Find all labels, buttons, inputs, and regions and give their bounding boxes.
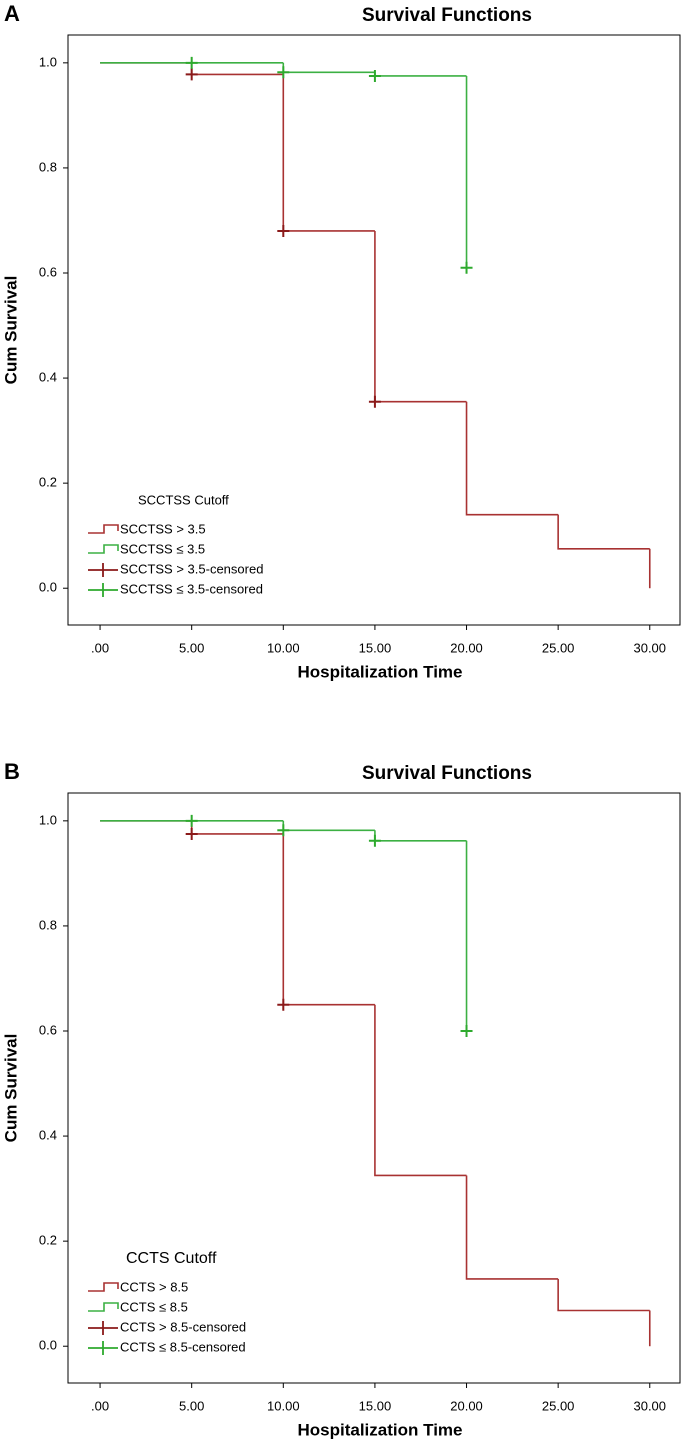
censor-mark: [185, 68, 198, 81]
censor-mark: [460, 261, 473, 274]
legend: SCCTSS Cutoff SCCTSS > 3.5 SCCTSS ≤ 3.5 SCC…: [88, 492, 263, 597]
survival-step: [374, 72, 467, 77]
survival-step: [374, 1004, 467, 1177]
y-tick-label: 0.0: [39, 580, 57, 595]
legend-label: SCCTSS > 3.5-censored: [120, 561, 263, 576]
x-tick-label: 20.00: [450, 640, 483, 655]
x-tick-label: .00: [91, 1398, 109, 1413]
y-tick-label: 0.6: [39, 264, 57, 279]
x-tick-label: 5.00: [179, 1398, 204, 1413]
legend-title: CCTS Cutoff: [126, 1250, 217, 1267]
legend-symbol: [88, 563, 118, 577]
legend-title: SCCTSS Cutoff: [138, 492, 229, 507]
y-tick-label: 1.0: [39, 54, 57, 69]
survival-step: [282, 62, 375, 74]
legend-label: CCTS > 8.5: [120, 1279, 188, 1294]
x-tick-label: 25.00: [542, 1398, 575, 1413]
chart-panel: B Survival Functions .00 5.00 10.00 15.00 20.0…: [1, 759, 681, 1439]
x-tick-label: 20.00: [450, 1398, 483, 1413]
censor-mark: [277, 824, 290, 837]
legend: CCTS Cutoff CCTS > 8.5 CCTS ≤ 8.5 CCTS > 8.…: [88, 1250, 246, 1355]
x-axis-title: Hospitalization Time: [298, 662, 463, 681]
x-axis-title: Hospitalization Time: [298, 1420, 463, 1439]
x-tick-label: 25.00: [542, 640, 575, 655]
survival-step: [465, 1175, 559, 1280]
censor-mark: [185, 827, 198, 840]
legend-label: SCCTSS ≤ 3.5-censored: [120, 581, 263, 596]
censor-mark: [277, 224, 290, 237]
survival-step: [557, 514, 650, 550]
legend-symbol: [88, 583, 118, 597]
legend-symbol: [88, 1302, 119, 1312]
y-axis-title: Cum Survival: [1, 276, 20, 385]
censor-mark: [185, 56, 198, 69]
x-tick-label: 30.00: [633, 640, 666, 655]
y-tick-label: 0.2: [39, 475, 57, 490]
survival-step: [374, 830, 467, 842]
plot-frame: [67, 34, 681, 626]
legend-label: SCCTSS ≤ 3.5: [120, 541, 205, 556]
survival-step: [374, 230, 467, 403]
y-tick-label: 0.4: [39, 370, 57, 385]
censor-mark: [368, 834, 381, 847]
legend-symbol: [88, 1341, 118, 1355]
survival-step: [190, 62, 284, 76]
censor-mark: [368, 395, 381, 408]
censor-mark: [185, 814, 198, 827]
survival-step: [282, 833, 375, 1006]
x-tick-label: 10.00: [267, 1398, 300, 1413]
legend-label: CCTS ≤ 8.5: [120, 1299, 188, 1314]
y-tick-label: 0.4: [39, 1128, 57, 1143]
y-tick-label: 0.6: [39, 1022, 57, 1037]
censor-mark: [368, 69, 381, 82]
x-tick-label: .00: [91, 640, 109, 655]
legend-symbol: [88, 544, 119, 554]
survival-step: [190, 820, 284, 835]
x-tick-label: 5.00: [179, 640, 204, 655]
y-tick-label: 0.8: [39, 159, 57, 174]
x-tick-label: 15.00: [359, 640, 392, 655]
x-tick-label: 30.00: [633, 1398, 666, 1413]
legend-symbol: [88, 1321, 118, 1335]
y-tick-label: 0.2: [39, 1233, 57, 1248]
y-tick-label: 1.0: [39, 812, 57, 827]
legend-label: CCTS > 8.5-censored: [120, 1319, 246, 1334]
x-tick-label: 10.00: [267, 640, 300, 655]
censor-mark: [460, 1025, 473, 1037]
y-tick-label: 0.0: [39, 1338, 57, 1353]
survival-step: [557, 1278, 650, 1312]
survival-step: [465, 401, 559, 516]
survival-step: [282, 820, 375, 832]
chart-title: Survival Functions: [362, 763, 532, 784]
plot-frame: [67, 792, 681, 1384]
chart-panel: A Survival Functions .00 5.00 10.00 15.00 20.0…: [1, 1, 681, 681]
censor-mark: [277, 66, 290, 79]
panel-label: B: [4, 759, 20, 784]
censor-mark: [277, 998, 290, 1011]
panel-label: A: [4, 1, 20, 26]
y-tick-label: 0.8: [39, 917, 57, 932]
chart-title: Survival Functions: [362, 5, 532, 26]
survival-step: [282, 74, 375, 232]
legend-label: SCCTSS > 3.5: [120, 521, 206, 536]
x-tick-label: 15.00: [359, 1398, 392, 1413]
legend-symbol: [88, 524, 119, 534]
legend-label: CCTS ≤ 8.5-censored: [120, 1339, 246, 1354]
y-axis-title: Cum Survival: [1, 1034, 20, 1143]
legend-symbol: [88, 1282, 119, 1292]
